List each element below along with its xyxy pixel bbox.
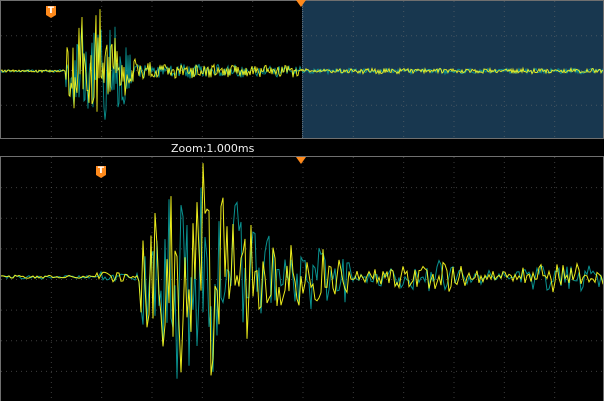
zoom-trigger-point-icon xyxy=(296,157,306,164)
overview-grid xyxy=(1,1,603,138)
overview-trigger-point-icon xyxy=(296,0,306,7)
top-trigger-marker-label: T xyxy=(47,6,55,16)
zoom-waveform-svg xyxy=(1,157,603,401)
overview-yellow-trace xyxy=(1,9,603,112)
overview-waveform-panel[interactable] xyxy=(0,0,604,139)
bottom-trigger-marker-label: T xyxy=(97,166,105,176)
zoom-grid xyxy=(1,157,603,401)
zoom-trigger-marker-icon[interactable]: T xyxy=(96,166,106,178)
zoom-waveform-panel[interactable] xyxy=(0,156,604,401)
zoom-yellow-trace xyxy=(1,163,603,376)
zoom-scale-label: Zoom:1.000ms xyxy=(171,142,255,155)
overview-cyan-trace xyxy=(1,24,603,120)
zoom-cyan-trace xyxy=(1,187,603,379)
trigger-marker-icon[interactable]: T xyxy=(46,6,56,18)
overview-waveform-svg xyxy=(1,1,603,138)
